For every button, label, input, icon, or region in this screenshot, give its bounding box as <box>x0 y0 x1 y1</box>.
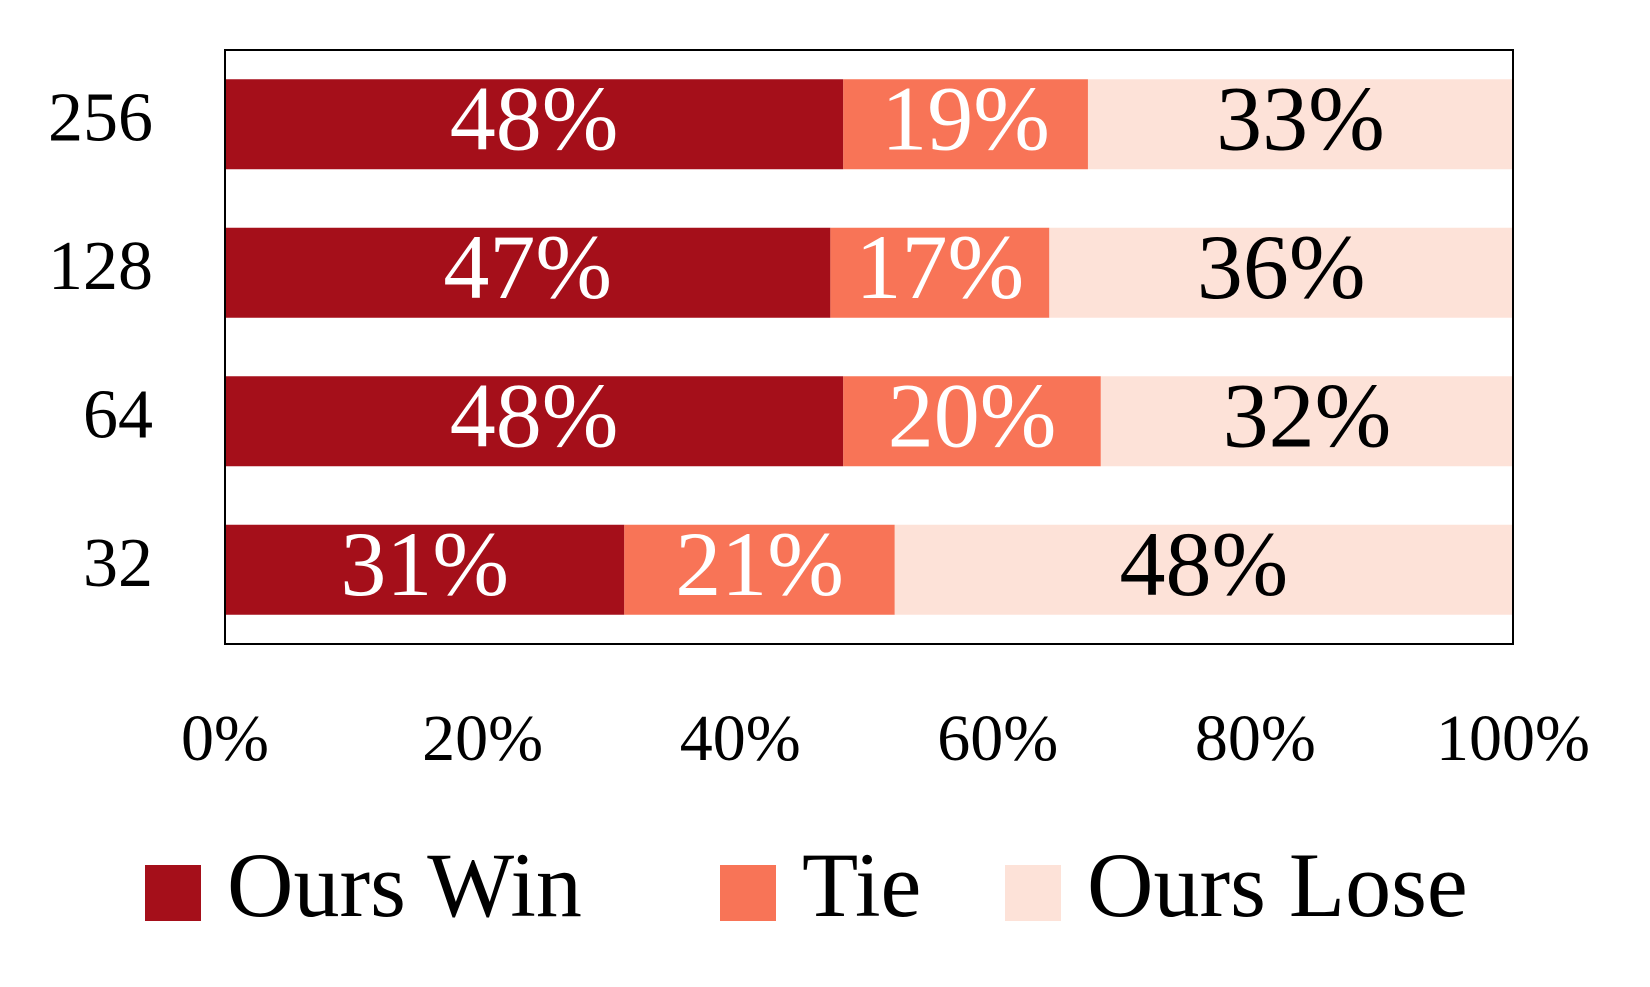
y-tick-label: 64 <box>83 376 153 453</box>
data-label: 48% <box>450 364 619 466</box>
data-label: 21% <box>675 513 844 615</box>
data-label: 48% <box>450 67 619 169</box>
legend-swatch <box>720 865 776 921</box>
x-tick-label: 100% <box>1436 702 1590 775</box>
bar-segment <box>830 227 1050 318</box>
data-label: 31% <box>340 513 509 615</box>
x-tick-label: 0% <box>181 702 269 775</box>
x-tick-label: 80% <box>1195 702 1316 775</box>
plot-frame <box>224 49 1514 645</box>
data-label: 20% <box>888 364 1057 466</box>
bar-segment <box>1049 227 1513 318</box>
legend-label: Ours Lose <box>1087 834 1468 936</box>
bar-segment <box>843 376 1101 467</box>
bar-segment <box>894 524 1513 615</box>
legend-label: Ours Win <box>227 834 582 936</box>
data-label: 47% <box>443 216 612 318</box>
data-label: 19% <box>881 67 1050 169</box>
legend-label: Tie <box>802 834 921 936</box>
data-label: 48% <box>1120 513 1289 615</box>
y-tick-label: 256 <box>48 79 153 156</box>
bar-segment <box>225 227 831 318</box>
x-tick-label: 60% <box>937 702 1058 775</box>
bar-segment <box>1100 376 1513 467</box>
bar-segment <box>225 524 625 615</box>
bar-segment <box>624 524 895 615</box>
x-tick-label: 20% <box>422 702 543 775</box>
y-tick-label: 128 <box>48 228 153 305</box>
bar-segment <box>225 376 844 467</box>
data-label: 17% <box>856 216 1025 318</box>
bar-segment <box>225 79 844 170</box>
x-tick-label: 40% <box>680 702 801 775</box>
bar-segment <box>1087 79 1513 170</box>
legend-swatch <box>145 865 201 921</box>
bar-segment <box>843 79 1088 170</box>
legend-swatch <box>1005 865 1061 921</box>
data-label: 32% <box>1223 364 1392 466</box>
y-tick-label: 32 <box>83 525 153 602</box>
data-label: 33% <box>1216 67 1385 169</box>
data-label: 36% <box>1197 216 1366 318</box>
